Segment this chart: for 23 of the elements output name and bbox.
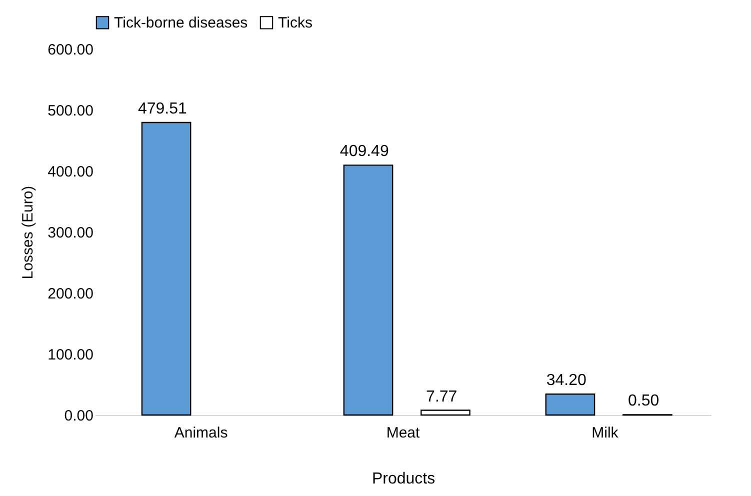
x-axis-title: Products: [372, 470, 436, 488]
y-tick-label: 600.00: [48, 42, 94, 58]
data-label: 479.51: [138, 100, 187, 118]
data-label: 7.77: [426, 388, 458, 406]
legend-label: Ticks: [278, 14, 312, 32]
x-tick-label: Animals: [174, 424, 228, 442]
legend-label: Tick-borne diseases: [114, 14, 248, 32]
y-tick-label: 300.00: [48, 224, 94, 242]
x-tick-label: Milk: [592, 424, 619, 442]
bar: [343, 164, 394, 416]
bar: [141, 122, 192, 416]
y-tick-label: 500.00: [48, 102, 94, 120]
y-tick-label: 0.00: [64, 408, 94, 424]
data-label: 409.49: [340, 143, 389, 160]
bar: [545, 394, 596, 416]
y-tick-label: 200.00: [48, 286, 94, 302]
y-tick-label: 400.00: [48, 164, 94, 180]
x-tick-label: Meat: [386, 424, 420, 442]
data-label: 34.20: [546, 372, 586, 390]
bar: [420, 410, 470, 416]
data-label: 0.50: [628, 392, 660, 410]
y-tick-label: 100.00: [48, 346, 94, 364]
y-axis-title: Losses (Euro): [20, 186, 37, 280]
